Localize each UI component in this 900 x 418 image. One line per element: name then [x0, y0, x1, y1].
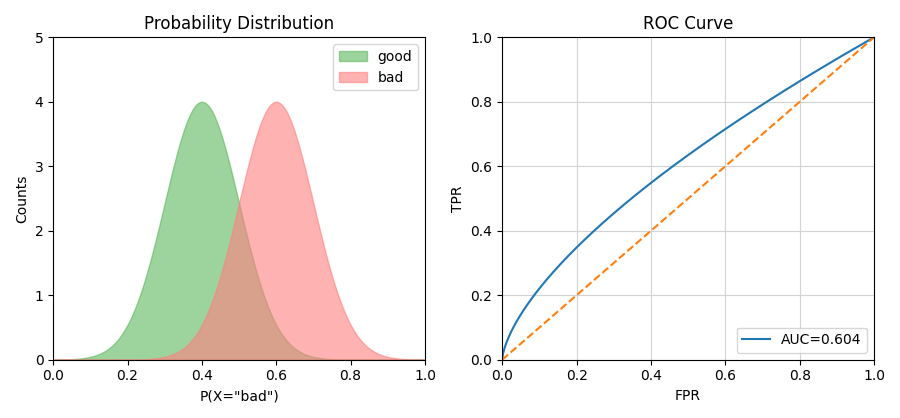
AUC=0.604 — [787, 83, 797, 88]
AUC=0.604 — [647, 179, 658, 184]
AUC=0.604 — [497, 357, 508, 362]
Title: ROC Curve: ROC Curve — [643, 15, 734, 33]
Title: Probability Distribution: Probability Distribution — [144, 15, 334, 33]
AUC=0.604 — [752, 105, 763, 110]
AUC=0.604 — [535, 285, 545, 290]
AUC=0.604 — [661, 169, 671, 174]
Legend: good, bad: good, bad — [333, 44, 418, 90]
AUC=0.604 — [794, 79, 805, 84]
AUC=0.604 — [868, 35, 879, 40]
Y-axis label: Counts: Counts — [15, 174, 29, 223]
Legend: AUC=0.604: AUC=0.604 — [736, 328, 867, 353]
Line: AUC=0.604: AUC=0.604 — [502, 37, 874, 360]
X-axis label: P(X="bad"): P(X="bad") — [199, 389, 279, 403]
X-axis label: FPR: FPR — [675, 389, 701, 403]
Y-axis label: TPR: TPR — [451, 185, 465, 212]
